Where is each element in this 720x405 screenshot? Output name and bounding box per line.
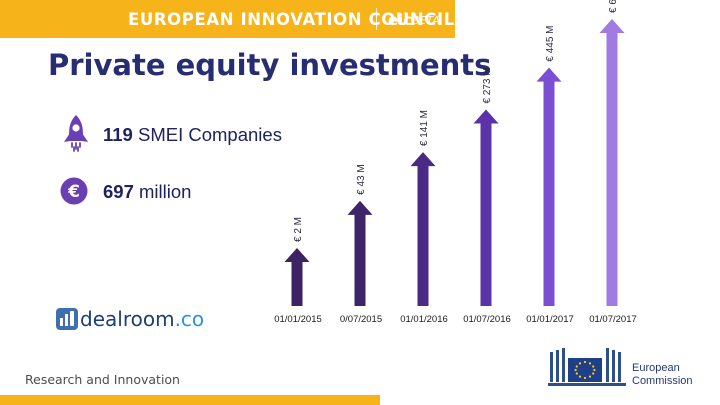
bar-arrow-4 [536, 67, 562, 306]
source-suffix: .co [174, 307, 205, 331]
x-tick-label-2: 01/01/2016 [400, 314, 448, 325]
value-label-3: € 273 M [482, 67, 493, 103]
value-label-5: € 697 M [608, 0, 619, 13]
value-label-1: € 43 M [356, 164, 367, 195]
x-tick-label-4: 01/01/2017 [526, 314, 574, 325]
eic-logo: eic [388, 11, 413, 29]
bar-arrow-2 [410, 152, 436, 306]
bar-arrow-0 [284, 248, 310, 306]
euro-icon: € [60, 177, 88, 205]
rocket-icon [64, 115, 88, 152]
source-logo: dealroom.co [80, 307, 204, 331]
x-tick-label-1: 0/07/2015 [340, 314, 382, 325]
stat-amount-label: million [139, 181, 192, 202]
banner-title: EUROPEAN INNOVATION COUNCIL [128, 10, 455, 29]
header-banner: EUROPEAN INNOVATION COUNCIL eic BETA [0, 0, 455, 38]
stat-companies-value: 119 [103, 124, 133, 145]
value-label-2: € 141 M [419, 110, 430, 146]
stat-amount-value: 697 [103, 181, 134, 202]
commission-line1: European [632, 362, 680, 374]
value-label-0: € 2 M [293, 217, 304, 242]
stat-amount: 697 million [103, 181, 191, 203]
bar-arrow-3 [473, 109, 499, 306]
x-tick-label-0: 01/01/2015 [274, 314, 322, 325]
dealroom-logo-icon [56, 308, 78, 330]
x-tick-label-5: 01/07/2017 [589, 314, 637, 325]
commission-line2: Commission [632, 375, 693, 387]
svg-text:€: € [67, 182, 80, 202]
source-brand: dealroom [80, 307, 175, 331]
x-tick-label-3: 01/07/2016 [463, 314, 511, 325]
stat-companies-label: SMEI Companies [138, 124, 282, 145]
bar-arrow-1 [347, 200, 373, 306]
stat-companies: 119 SMEI Companies [103, 124, 282, 146]
commission-name: European Commission [632, 362, 693, 388]
footer-bar [0, 395, 380, 405]
beta-tag: BETA [412, 14, 440, 27]
bar-arrow-5 [599, 19, 625, 306]
footer-research: Research and Innovation [25, 372, 180, 387]
page-title: Private equity investments [48, 48, 492, 82]
banner-divider [376, 8, 377, 30]
european-commission-logo [548, 348, 626, 386]
value-label-4: € 445 M [545, 25, 556, 61]
